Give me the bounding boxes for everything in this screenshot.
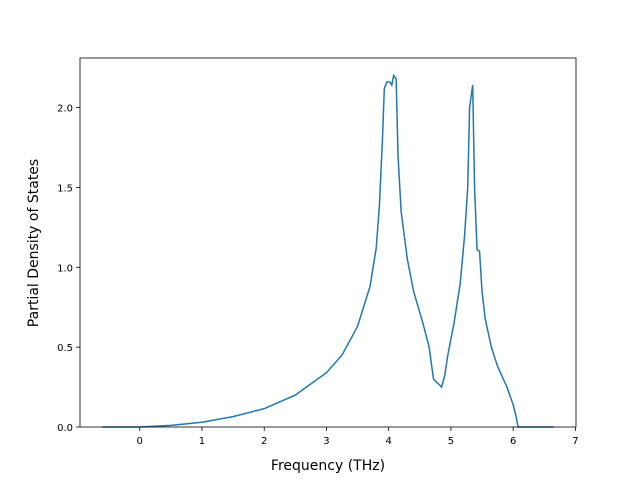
x-tick-label: 3	[323, 436, 329, 447]
x-tick-label: 2	[261, 436, 267, 447]
y-tick-label: 1.0	[57, 263, 73, 274]
x-axis-label: Frequency (THz)	[271, 458, 385, 474]
x-tick-label: 6	[510, 436, 516, 447]
y-tick-label: 1.5	[57, 183, 73, 194]
x-tick-label: 0	[137, 436, 143, 447]
plot-frame	[79, 57, 577, 428]
y-tick-label: 2.0	[57, 104, 73, 115]
y-tick-label: 0.5	[57, 343, 73, 354]
x-tick-label: 1	[199, 436, 205, 447]
y-tick-label: 0.0	[57, 423, 73, 434]
x-tick-label: 5	[448, 436, 454, 447]
line-series	[102, 73, 554, 428]
y-axis-label: Partial Density of States	[26, 159, 42, 327]
x-tick-label: 4	[385, 436, 391, 447]
x-tick-label: 7	[572, 436, 578, 447]
